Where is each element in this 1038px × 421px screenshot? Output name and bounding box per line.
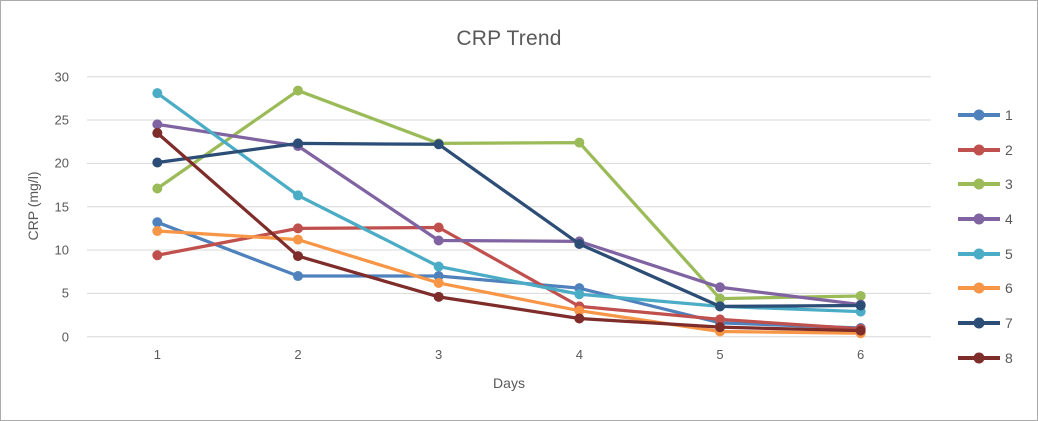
series-5-marker bbox=[574, 289, 585, 300]
series-line-8 bbox=[155, 131, 863, 333]
legend-line-marker-icon bbox=[958, 213, 1000, 225]
x-tick-label-2: 2 bbox=[294, 347, 302, 362]
series-3-marker bbox=[152, 183, 163, 194]
series-2-marker bbox=[152, 250, 163, 261]
legend-line-marker-icon bbox=[958, 178, 1000, 190]
series-6-marker bbox=[152, 225, 163, 236]
y-tick-label-5: 5 bbox=[61, 285, 69, 301]
series-8-marker bbox=[855, 325, 866, 336]
chart-title: CRP Trend bbox=[456, 27, 562, 50]
series-3-marker bbox=[855, 290, 866, 301]
series-line-2 bbox=[155, 225, 863, 331]
x-axis-title: Days bbox=[493, 375, 525, 391]
series-3-marker bbox=[715, 293, 725, 304]
legend-line-marker-icon bbox=[958, 144, 1000, 156]
legend-line-marker-icon bbox=[958, 282, 1000, 294]
series-7-marker bbox=[293, 138, 303, 149]
legend-item-4: 4 bbox=[957, 207, 1013, 231]
x-tick-label-4: 4 bbox=[575, 347, 583, 362]
series-8-marker bbox=[433, 291, 444, 302]
series-4-marker bbox=[152, 119, 163, 130]
y-tick-label-25: 25 bbox=[54, 112, 69, 128]
y-tick-label-0: 0 bbox=[61, 329, 69, 345]
series-line-4 bbox=[155, 122, 863, 307]
series-3-marker bbox=[574, 137, 585, 148]
series-line-7 bbox=[155, 141, 863, 308]
series-8-marker bbox=[574, 313, 585, 324]
series-8-marker bbox=[715, 322, 725, 333]
legend: 1 2 3 4 5 6 7 8 bbox=[957, 103, 1013, 381]
legend-line-marker-icon bbox=[958, 317, 1000, 329]
legend-label: 2 bbox=[1005, 141, 1013, 158]
series-1-marker bbox=[152, 217, 163, 228]
legend-label: 7 bbox=[1005, 315, 1013, 332]
x-tick-label-5: 5 bbox=[716, 347, 724, 362]
series-5-marker bbox=[152, 88, 163, 99]
series-2-marker bbox=[433, 222, 444, 233]
series-7-marker bbox=[152, 157, 163, 168]
legend-item-5: 5 bbox=[957, 242, 1013, 266]
y-tick-label-15: 15 bbox=[54, 199, 69, 215]
y-axis-title: CRP (mg/l) bbox=[25, 171, 41, 241]
series-7-marker bbox=[574, 238, 585, 249]
series-8-marker bbox=[293, 251, 303, 262]
series-7-marker bbox=[433, 139, 444, 150]
series-2-marker bbox=[715, 314, 725, 325]
series-line-3 bbox=[155, 88, 863, 301]
legend-item-6: 6 bbox=[957, 276, 1013, 300]
series-1-marker bbox=[293, 271, 303, 282]
series-4-marker bbox=[433, 235, 444, 246]
x-tick-label-3: 3 bbox=[435, 347, 443, 362]
series-7-marker bbox=[855, 300, 866, 311]
series-2-marker bbox=[293, 223, 303, 234]
legend-label: 8 bbox=[1005, 349, 1013, 366]
legend-item-8: 8 bbox=[957, 346, 1013, 370]
series-7-marker bbox=[715, 301, 725, 312]
series-5-marker bbox=[433, 261, 444, 272]
legend-label: 4 bbox=[1005, 211, 1013, 228]
series-4-marker bbox=[715, 282, 725, 293]
series-5-marker bbox=[293, 190, 303, 201]
legend-label: 1 bbox=[1005, 107, 1013, 123]
series-line-6 bbox=[155, 229, 863, 335]
series-6-marker bbox=[293, 234, 303, 245]
y-tick-label-30: 30 bbox=[54, 69, 69, 85]
legend-line-marker-icon bbox=[958, 352, 1000, 364]
series-6-marker bbox=[574, 305, 585, 316]
series-3-marker bbox=[293, 85, 303, 96]
series-line-5 bbox=[155, 91, 863, 314]
legend-label: 6 bbox=[1005, 280, 1013, 297]
x-tick-label-1: 1 bbox=[153, 347, 161, 362]
legend-line-marker-icon bbox=[958, 109, 1000, 121]
legend-item-1: 1 bbox=[957, 103, 1013, 127]
y-tick-label-20: 20 bbox=[54, 155, 69, 171]
legend-label: 5 bbox=[1005, 245, 1013, 262]
series-8-marker bbox=[152, 128, 163, 139]
legend-item-7: 7 bbox=[957, 311, 1013, 335]
legend-line-marker-icon bbox=[958, 248, 1000, 260]
series-1-marker bbox=[433, 271, 444, 282]
y-tick-label-10: 10 bbox=[54, 242, 69, 258]
series-line-1 bbox=[155, 220, 863, 330]
series-6-marker bbox=[433, 277, 444, 288]
legend-item-3: 3 bbox=[957, 172, 1013, 196]
legend-item-2: 2 bbox=[957, 138, 1013, 162]
x-tick-label-6: 6 bbox=[857, 347, 865, 362]
legend-label: 3 bbox=[1005, 176, 1013, 193]
